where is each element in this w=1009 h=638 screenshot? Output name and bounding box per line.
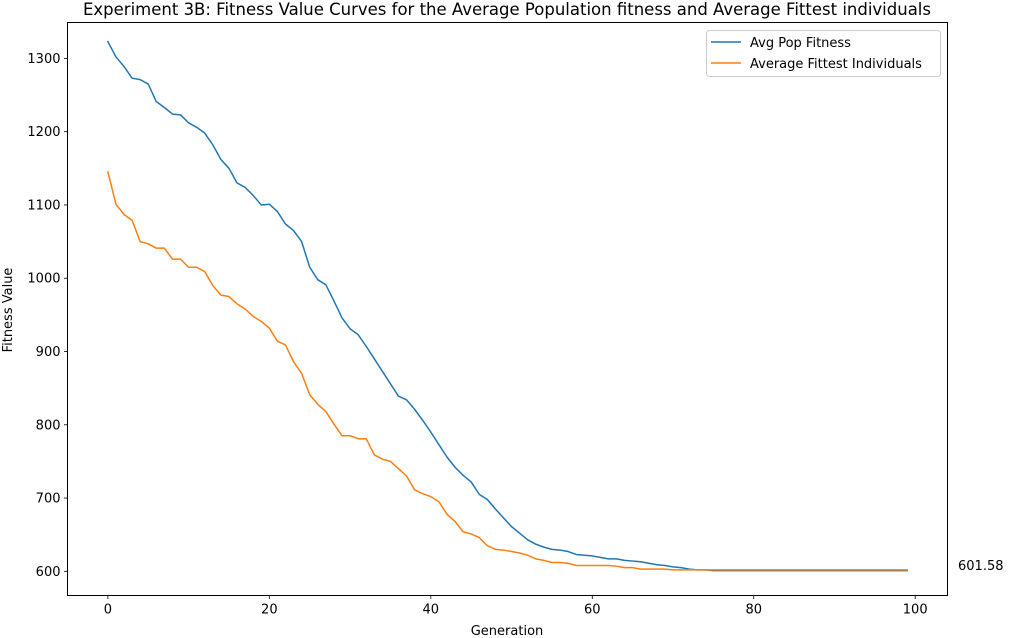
x-tick-label: 100 [903,603,928,618]
series-line-0 [106,40,908,572]
x-tick-label: 0 [104,603,112,618]
y-tick-label: 1200 [27,125,60,140]
y-tick-label: 1300 [27,52,60,67]
y-tick-label: 1000 [27,272,60,287]
x-tick-label: 40 [423,603,440,618]
y-tick-label: 700 [36,492,61,507]
legend-label-fittest: Average Fittest Individuals [750,57,922,72]
plot-frame [67,22,948,596]
x-axis: 0 20 40 60 80 100 [104,595,928,618]
y-tick-label: 800 [36,418,61,433]
y-axis-label: Fitness Value [1,268,16,353]
legend-box [706,30,941,77]
x-axis-label: Generation [471,624,544,638]
chart-title: Experiment 3B: Fitness Value Curves for … [83,0,931,19]
legend: Avg Pop Fitness Average Fittest Individu… [706,30,941,77]
y-axis: 600 700 800 900 1000 1100 1200 1300 [27,52,68,580]
legend-label-avg-pop: Avg Pop Fitness [750,36,851,51]
y-tick-label: 600 [36,565,61,580]
y-tick-label: 900 [36,345,61,360]
final-value-annotation: 601.58 [958,559,1004,574]
series-line-1 [106,171,908,571]
x-tick-label: 20 [261,603,278,618]
y-tick-label: 1100 [27,198,60,213]
series-layer [106,40,908,572]
x-tick-label: 80 [745,603,762,618]
x-tick-label: 60 [584,603,601,618]
